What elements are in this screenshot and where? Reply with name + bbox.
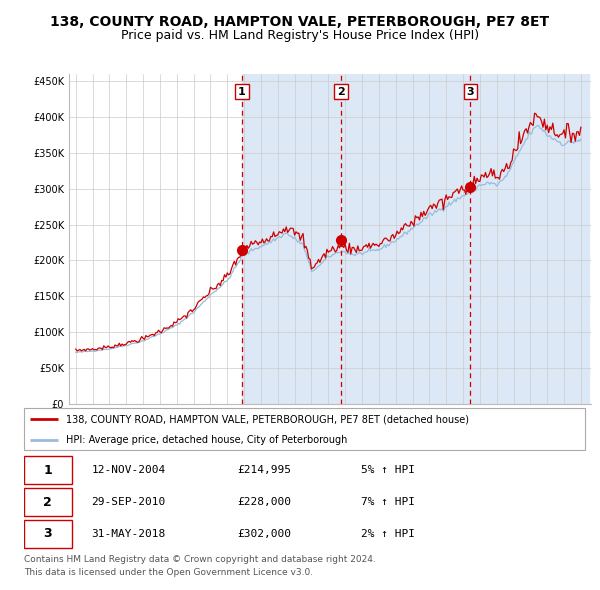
- FancyBboxPatch shape: [24, 488, 71, 516]
- Text: 2: 2: [43, 496, 52, 509]
- Text: Contains HM Land Registry data © Crown copyright and database right 2024.: Contains HM Land Registry data © Crown c…: [24, 555, 376, 563]
- Text: 7% ↑ HPI: 7% ↑ HPI: [361, 497, 415, 507]
- Text: 138, COUNTY ROAD, HAMPTON VALE, PETERBOROUGH, PE7 8ET: 138, COUNTY ROAD, HAMPTON VALE, PETERBOR…: [50, 15, 550, 29]
- Text: 2: 2: [337, 87, 345, 97]
- FancyBboxPatch shape: [24, 457, 71, 484]
- Text: This data is licensed under the Open Government Licence v3.0.: This data is licensed under the Open Gov…: [24, 568, 313, 576]
- Text: Price paid vs. HM Land Registry's House Price Index (HPI): Price paid vs. HM Land Registry's House …: [121, 30, 479, 42]
- FancyBboxPatch shape: [24, 408, 585, 450]
- Text: 138, COUNTY ROAD, HAMPTON VALE, PETERBOROUGH, PE7 8ET (detached house): 138, COUNTY ROAD, HAMPTON VALE, PETERBOR…: [66, 414, 469, 424]
- Text: 3: 3: [44, 527, 52, 540]
- Text: HPI: Average price, detached house, City of Peterborough: HPI: Average price, detached house, City…: [66, 435, 347, 444]
- Bar: [242, 74, 589, 404]
- Text: £214,995: £214,995: [237, 466, 291, 476]
- Text: 5% ↑ HPI: 5% ↑ HPI: [361, 466, 415, 476]
- Text: 29-SEP-2010: 29-SEP-2010: [91, 497, 166, 507]
- FancyBboxPatch shape: [24, 520, 71, 548]
- Text: £228,000: £228,000: [237, 497, 291, 507]
- Text: 2% ↑ HPI: 2% ↑ HPI: [361, 529, 415, 539]
- Text: 3: 3: [466, 87, 474, 97]
- Text: 1: 1: [43, 464, 52, 477]
- Text: 1: 1: [238, 87, 246, 97]
- Text: 12-NOV-2004: 12-NOV-2004: [91, 466, 166, 476]
- Text: 31-MAY-2018: 31-MAY-2018: [91, 529, 166, 539]
- Text: £302,000: £302,000: [237, 529, 291, 539]
